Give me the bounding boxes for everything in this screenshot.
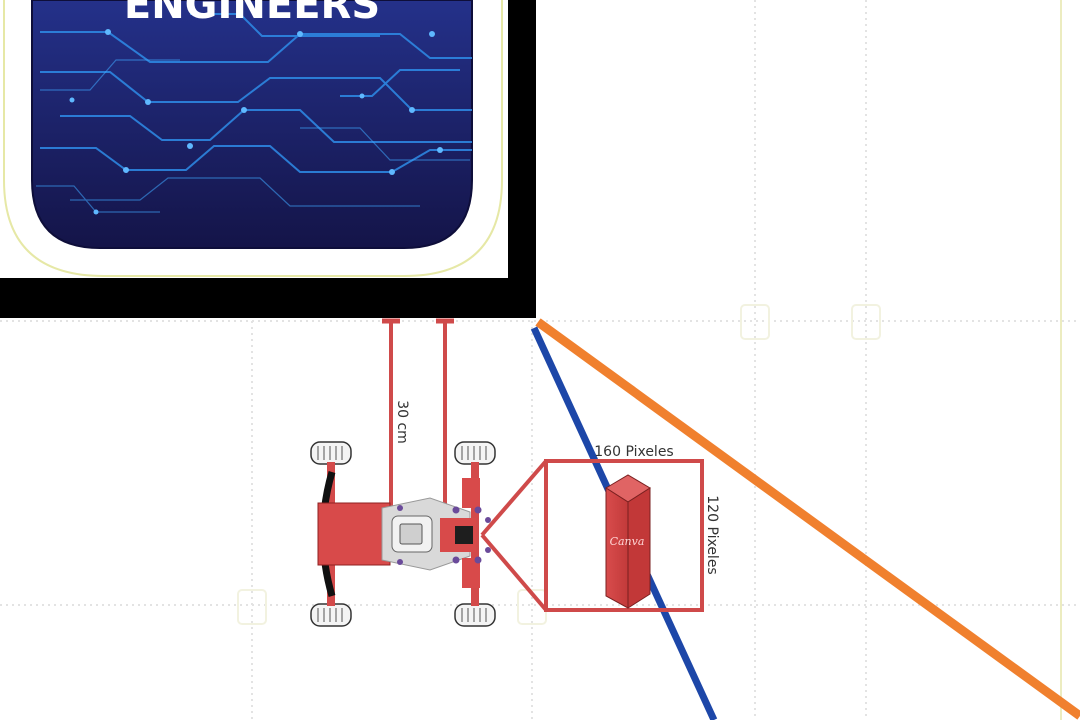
wheels: [310, 441, 496, 627]
distance-label: 30 cm: [394, 400, 410, 444]
orange-line: [535, 318, 1080, 720]
camera-sensor: [455, 526, 473, 544]
connector-pins: [397, 505, 491, 565]
frame-height-label: 120 Pixeles: [704, 495, 720, 574]
obstacle-pillar: Canva: [605, 474, 651, 609]
pillar-front: [605, 487, 629, 609]
distance-marker: [382, 318, 454, 512]
controller-screen: [399, 523, 423, 545]
circuit-pattern-faint: [36, 59, 470, 213]
wheel-treads: [317, 446, 487, 622]
frame-width-label: 160 Pixeles: [594, 444, 673, 460]
banner-card: ENGINEERS: [0, 0, 536, 318]
robot-car: [310, 441, 496, 627]
camera-fov: [480, 459, 704, 612]
circuit-pattern: [40, 13, 472, 173]
circuit-nodes: [69, 29, 443, 215]
chassis-rear: [317, 502, 391, 566]
pillar-side: [627, 487, 651, 609]
camera-frame: [544, 459, 704, 612]
banner-title: ENGINEERS: [124, 0, 380, 28]
pillar-brand: Canva: [610, 535, 645, 548]
